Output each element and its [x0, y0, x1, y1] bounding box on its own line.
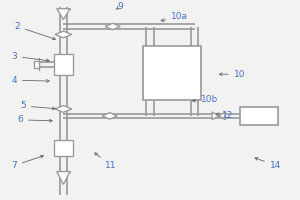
Text: 10: 10	[219, 70, 245, 79]
Polygon shape	[57, 9, 70, 20]
Text: 10b: 10b	[193, 95, 218, 104]
Text: 5: 5	[20, 101, 55, 110]
Polygon shape	[105, 23, 120, 30]
Text: 7: 7	[11, 155, 43, 170]
Bar	[54, 54, 73, 75]
Bar	[53, 140, 73, 156]
Text: 3: 3	[11, 52, 49, 62]
Polygon shape	[219, 112, 225, 120]
Text: 9: 9	[116, 2, 123, 11]
Polygon shape	[57, 171, 70, 184]
Bar	[142, 46, 201, 100]
Bar	[34, 61, 39, 68]
Text: 11: 11	[95, 153, 117, 170]
Polygon shape	[102, 113, 117, 119]
Text: 6: 6	[17, 115, 52, 124]
Polygon shape	[55, 106, 72, 112]
Text: 4: 4	[11, 76, 49, 85]
Bar	[240, 107, 278, 125]
Text: 2: 2	[14, 22, 56, 40]
Text: 14: 14	[255, 158, 281, 170]
Polygon shape	[55, 31, 72, 38]
Text: 10a: 10a	[161, 12, 188, 22]
Polygon shape	[212, 112, 219, 120]
Text: 12: 12	[216, 111, 233, 120]
